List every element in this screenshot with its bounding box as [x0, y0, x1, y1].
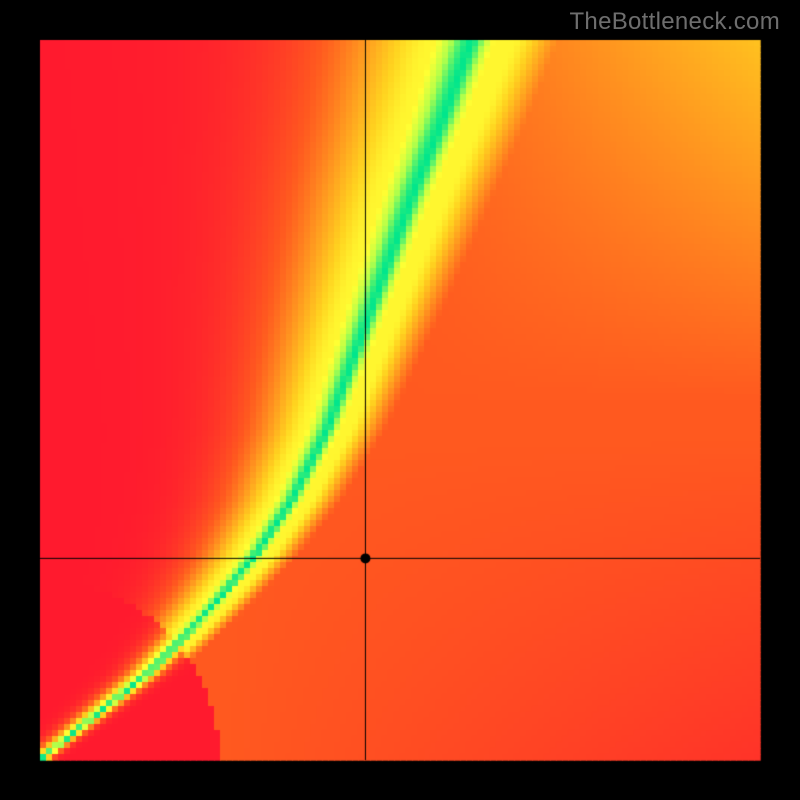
heatmap-canvas — [0, 0, 800, 800]
chart-container: TheBottleneck.com — [0, 0, 800, 800]
watermark-text: TheBottleneck.com — [569, 8, 780, 36]
